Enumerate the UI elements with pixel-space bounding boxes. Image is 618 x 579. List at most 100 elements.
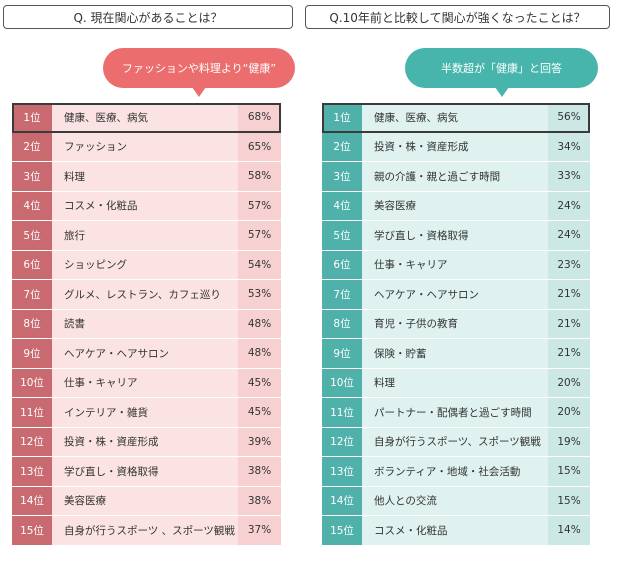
question-header: Q.10年前と比較して関心が強くなったことは？	[305, 5, 610, 29]
rank-cell: 15位	[12, 516, 52, 545]
ranking-row: 10位 料理 20%	[322, 368, 590, 398]
percent-cell: 23%	[548, 250, 590, 279]
rank-cell: 4位	[322, 191, 362, 220]
item-cell: コスメ・化粧品	[52, 191, 238, 220]
ranking-row: 12位 自身が行うスポーツ、スポーツ観戦 19%	[322, 427, 590, 457]
item-cell: 健康、医療、病気	[52, 103, 238, 132]
rank-cell: 11位	[12, 398, 52, 427]
ranking-row: 9位 保険・貯蓄 21%	[322, 339, 590, 369]
ranking-row: 11位 インテリア・雑貨 45%	[12, 398, 281, 428]
ranking-row: 11位 パートナー・配偶者と過ごす時間 20%	[322, 398, 590, 428]
percent-cell: 34%	[548, 132, 590, 161]
ranking-row: 5位 学び直し・資格取得 24%	[322, 221, 590, 251]
item-cell: 美容医療	[52, 486, 238, 515]
ranking-row: 3位 親の介護・親と過ごす時間 33%	[322, 162, 590, 192]
item-cell: 自身が行うスポーツ、スポーツ観戦	[362, 427, 548, 456]
ranking-row: 3位 料理 58%	[12, 162, 281, 192]
rank-cell: 3位	[322, 162, 362, 191]
ranking-row: 7位 ヘアケア・ヘアサロン 21%	[322, 280, 590, 310]
percent-cell: 37%	[238, 516, 281, 545]
rank-cell: 6位	[12, 250, 52, 279]
item-cell: 料理	[362, 368, 548, 397]
percent-cell: 38%	[238, 486, 281, 515]
item-cell: グルメ、レストラン、カフェ巡り	[52, 280, 238, 309]
item-cell: 仕事・キャリア	[362, 250, 548, 279]
ranking-row: 7位 グルメ、レストラン、カフェ巡り 53%	[12, 280, 281, 310]
ranking-row: 4位 美容医療 24%	[322, 191, 590, 221]
percent-cell: 21%	[548, 309, 590, 338]
ranking-row: 4位 コスメ・化粧品 57%	[12, 191, 281, 221]
ranking-table: 1位 健康、医療、病気 68% 2位 ファッション 65% 3位 料理 58% 4位 コスメ・化粧品…	[12, 103, 281, 546]
percent-cell: 24%	[548, 221, 590, 250]
rank-cell: 13位	[12, 457, 52, 486]
item-cell: 料理	[52, 162, 238, 191]
rank-cell: 14位	[12, 486, 52, 515]
item-cell: ヘアケア・ヘアサロン	[52, 339, 238, 368]
percent-cell: 54%	[238, 250, 281, 279]
item-cell: インテリア・雑貨	[52, 398, 238, 427]
rank-cell: 12位	[322, 427, 362, 456]
ranking-row: 13位 学び直し・資格取得 38%	[12, 457, 281, 487]
percent-cell: 45%	[238, 398, 281, 427]
item-cell: パートナー・配偶者と過ごす時間	[362, 398, 548, 427]
ranking-row: 1位 健康、医療、病気 68%	[12, 103, 281, 133]
rank-cell: 9位	[322, 339, 362, 368]
ranking-row: 14位 美容医療 38%	[12, 486, 281, 516]
rank-cell: 2位	[322, 132, 362, 161]
percent-cell: 14%	[548, 516, 590, 545]
ranking-row: 8位 育児・子供の教育 21%	[322, 309, 590, 339]
item-cell: 投資・株・資産形成	[52, 427, 238, 456]
rank-cell: 7位	[322, 280, 362, 309]
percent-cell: 48%	[238, 309, 281, 338]
callout: ファッションや料理より“健康”	[103, 48, 295, 97]
percent-cell: 65%	[238, 132, 281, 161]
percent-cell: 21%	[548, 339, 590, 368]
ranking-row: 15位 コスメ・化粧品 14%	[322, 516, 590, 546]
item-cell: 旅行	[52, 221, 238, 250]
ranking-row: 8位 読書 48%	[12, 309, 281, 339]
ranking-row: 10位 仕事・キャリア 45%	[12, 368, 281, 398]
ranking-table: 1位 健康、医療、病気 56% 2位 投資・株・資産形成 34% 3位 親の介護・親と過ごす時…	[322, 103, 590, 546]
percent-cell: 56%	[548, 103, 590, 132]
item-cell: ショッピング	[52, 250, 238, 279]
item-cell: 読書	[52, 309, 238, 338]
rank-cell: 8位	[12, 309, 52, 338]
rank-cell: 10位	[322, 368, 362, 397]
rank-cell: 8位	[322, 309, 362, 338]
item-cell: 親の介護・親と過ごす時間	[362, 162, 548, 191]
percent-cell: 15%	[548, 457, 590, 486]
percent-cell: 19%	[548, 427, 590, 456]
rank-cell: 13位	[322, 457, 362, 486]
item-cell: 学び直し・資格取得	[52, 457, 238, 486]
ranking-row: 15位 自身が行うスポーツ 、スポーツ観戦 37%	[12, 516, 281, 546]
item-cell: ファッション	[52, 132, 238, 161]
rank-cell: 4位	[12, 191, 52, 220]
item-cell: コスメ・化粧品	[362, 516, 548, 545]
percent-cell: 48%	[238, 339, 281, 368]
item-cell: 美容医療	[362, 191, 548, 220]
rank-cell: 3位	[12, 162, 52, 191]
rank-cell: 10位	[12, 368, 52, 397]
percent-cell: 68%	[238, 103, 281, 132]
rank-cell: 7位	[12, 280, 52, 309]
ranking-row: 6位 仕事・キャリア 23%	[322, 250, 590, 280]
ranking-row: 12位 投資・株・資産形成 39%	[12, 427, 281, 457]
percent-cell: 15%	[548, 486, 590, 515]
ranking-row: 9位 ヘアケア・ヘアサロン 48%	[12, 339, 281, 369]
percent-cell: 53%	[238, 280, 281, 309]
ranking-row: 5位 旅行 57%	[12, 221, 281, 251]
percent-cell: 21%	[548, 280, 590, 309]
question-header: Q. 現在関心があることは？	[3, 5, 293, 29]
rank-cell: 15位	[322, 516, 362, 545]
ranking-row: 13位 ボランティア・地域・社会活動 15%	[322, 457, 590, 487]
rank-cell: 6位	[322, 250, 362, 279]
item-cell: ボランティア・地域・社会活動	[362, 457, 548, 486]
percent-cell: 45%	[238, 368, 281, 397]
percent-cell: 57%	[238, 191, 281, 220]
rank-cell: 1位	[12, 103, 52, 132]
ranking-row: 6位 ショッピング 54%	[12, 250, 281, 280]
item-cell: 学び直し・資格取得	[362, 221, 548, 250]
percent-cell: 57%	[238, 221, 281, 250]
item-cell: 他人との交流	[362, 486, 548, 515]
